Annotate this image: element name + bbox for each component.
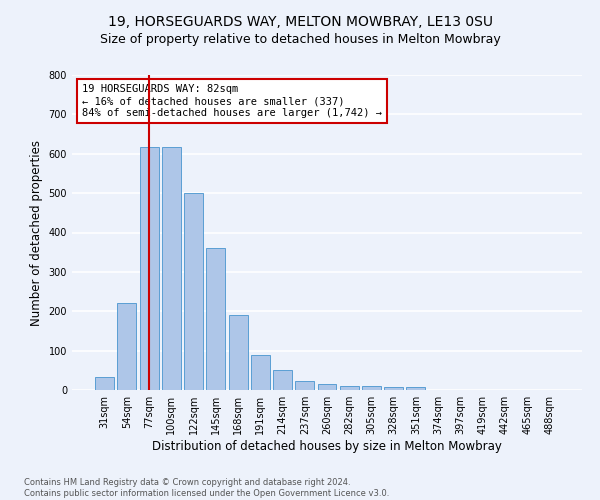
Bar xyxy=(206,248,225,390)
Bar xyxy=(340,386,359,390)
Bar xyxy=(273,370,292,390)
Bar xyxy=(95,378,114,390)
Bar xyxy=(406,387,425,390)
Y-axis label: Number of detached properties: Number of detached properties xyxy=(30,140,43,326)
Text: 19, HORSEGUARDS WAY, MELTON MOWBRAY, LE13 0SU: 19, HORSEGUARDS WAY, MELTON MOWBRAY, LE1… xyxy=(107,15,493,29)
Bar xyxy=(184,193,203,390)
Bar xyxy=(295,381,314,390)
X-axis label: Distribution of detached houses by size in Melton Mowbray: Distribution of detached houses by size … xyxy=(152,440,502,453)
Bar xyxy=(118,302,136,390)
Bar xyxy=(140,147,158,390)
Text: Size of property relative to detached houses in Melton Mowbray: Size of property relative to detached ho… xyxy=(100,32,500,46)
Text: Contains HM Land Registry data © Crown copyright and database right 2024.
Contai: Contains HM Land Registry data © Crown c… xyxy=(24,478,389,498)
Bar xyxy=(162,147,181,390)
Bar xyxy=(251,356,270,390)
Bar xyxy=(362,386,381,390)
Bar xyxy=(384,387,403,390)
Bar xyxy=(317,384,337,390)
Text: 19 HORSEGUARDS WAY: 82sqm
← 16% of detached houses are smaller (337)
84% of semi: 19 HORSEGUARDS WAY: 82sqm ← 16% of detac… xyxy=(82,84,382,117)
Bar xyxy=(229,315,248,390)
